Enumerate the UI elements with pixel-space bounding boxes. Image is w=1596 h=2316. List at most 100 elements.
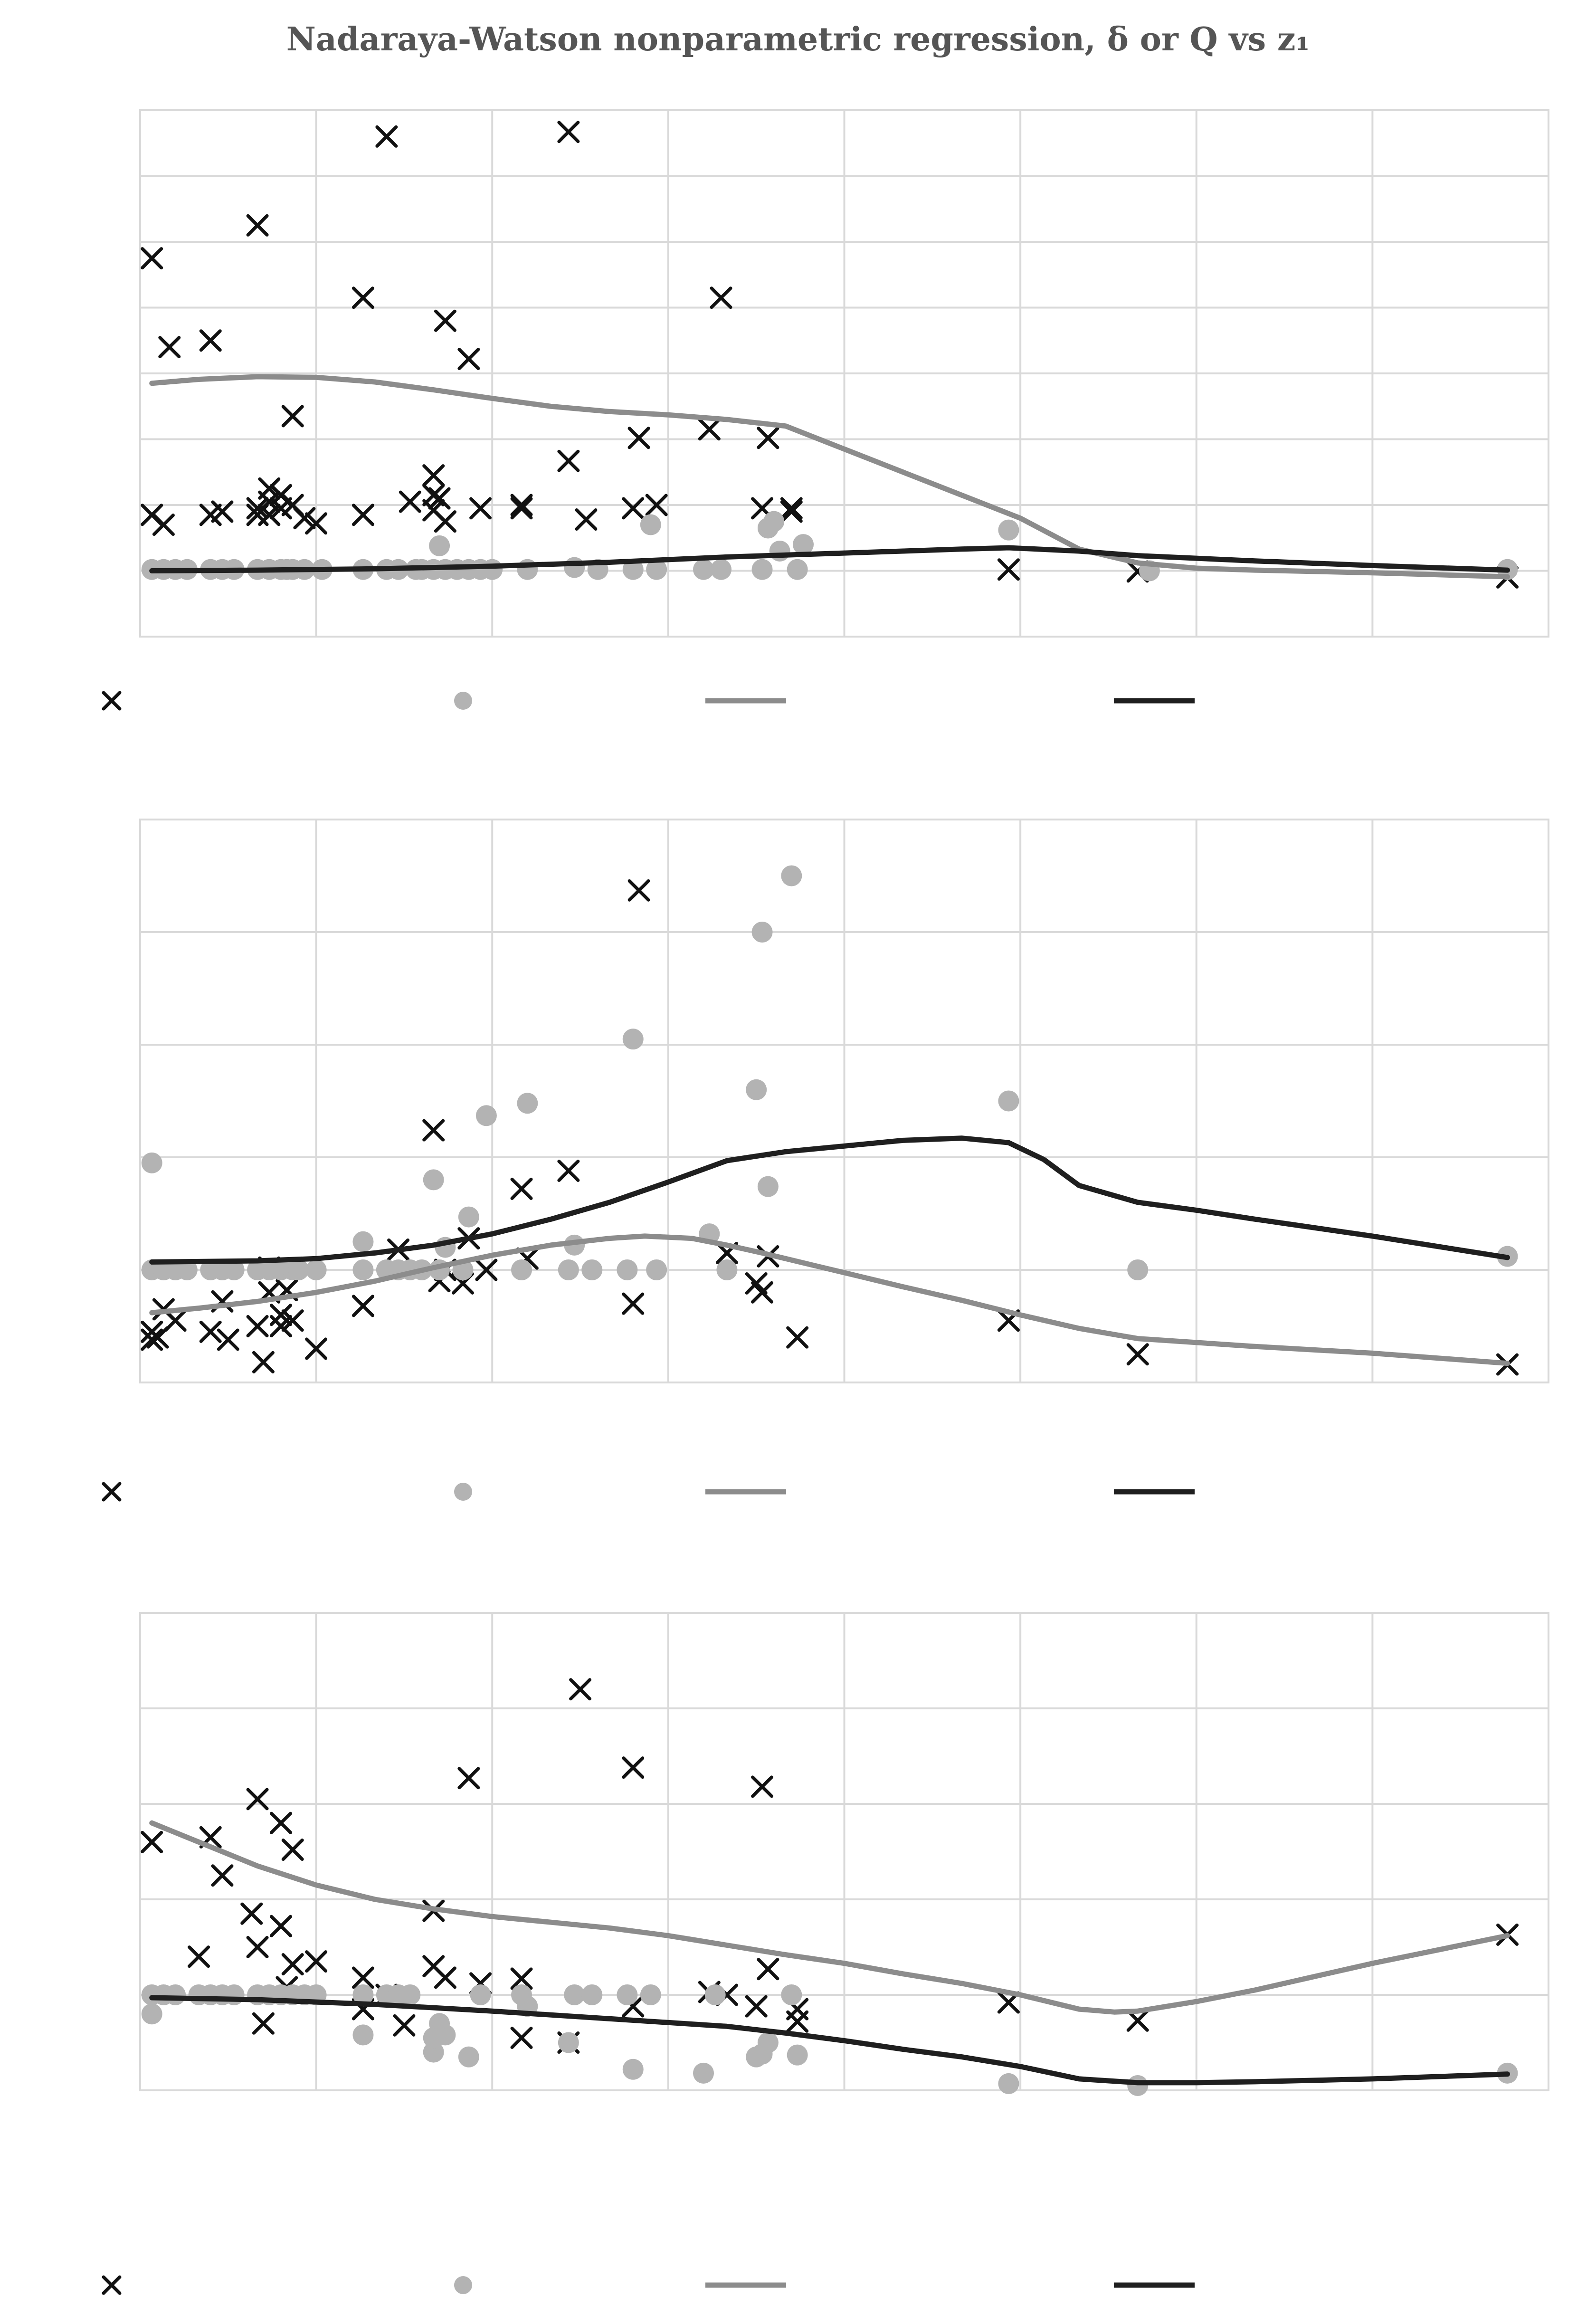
data-point-cross xyxy=(352,1295,374,1317)
data-point-cross xyxy=(428,487,451,510)
data-point-cross xyxy=(252,2012,275,2035)
data-point-cross xyxy=(199,1320,222,1343)
data-point-cross xyxy=(141,1328,163,1351)
data-point-dot xyxy=(787,2044,808,2066)
data-point-cross xyxy=(434,1966,456,1989)
series-nw-regression-alpha-0-5 xyxy=(149,374,1510,580)
data-point-cross xyxy=(258,504,281,526)
data-point-dot xyxy=(399,1984,421,2005)
data-point-cross xyxy=(510,1967,533,1990)
data-point-cross xyxy=(751,1775,774,1798)
q-input-chart xyxy=(102,819,1549,1502)
data-point-cross xyxy=(270,497,292,520)
series-nw-regression-alpha-0-5 xyxy=(149,1233,1510,1366)
data-point-cross xyxy=(1126,2009,1149,2032)
legend-cross-icon xyxy=(102,2275,122,2295)
legend xyxy=(102,2275,1195,2295)
data-point-dot xyxy=(751,922,773,943)
plot-area xyxy=(139,819,1549,1383)
regression-line xyxy=(149,545,1510,573)
data-point-cross xyxy=(217,1328,239,1351)
data-point-dot xyxy=(704,1984,726,2005)
data-point-dot xyxy=(352,1231,374,1252)
data-point-dot xyxy=(693,559,714,580)
data-point-cross xyxy=(281,1838,304,1861)
data-point-dot xyxy=(1127,1259,1149,1280)
data-point-cross xyxy=(246,1936,269,1958)
data-point-cross xyxy=(246,1788,269,1811)
plot-area xyxy=(139,109,1549,638)
data-point-cross xyxy=(305,1337,328,1360)
q-output-chart xyxy=(102,1612,1549,2295)
series-delta-alpha-0-5 xyxy=(141,121,1519,589)
data-point-dot xyxy=(581,1984,603,2005)
regression-line xyxy=(149,1820,1510,2015)
regression-line xyxy=(149,1135,1510,1265)
data-point-dot xyxy=(223,1259,245,1280)
data-point-cross xyxy=(270,1915,292,1937)
legend xyxy=(102,1482,1195,1502)
legend xyxy=(102,691,1195,711)
gridlines xyxy=(139,1612,1549,2091)
data-point-dot xyxy=(781,865,802,886)
data-point-dot xyxy=(693,2062,714,2084)
data-point-cross xyxy=(281,1309,304,1332)
data-point-dot xyxy=(564,557,585,578)
data-point-cross xyxy=(510,497,533,520)
data-point-dot xyxy=(781,1984,802,2005)
series-delta-alpha-0-9999 xyxy=(141,511,1518,581)
series-nw-regression-alpha-0-5 xyxy=(149,1820,1510,2015)
legend-dot-icon xyxy=(454,1483,472,1501)
data-point-dot xyxy=(458,1206,479,1228)
data-point-dot xyxy=(646,1259,667,1280)
data-point-cross xyxy=(745,1995,768,2018)
series-q-out-alpha-0-5 xyxy=(141,1678,1519,2054)
data-point-dot xyxy=(769,540,790,562)
data-point-cross xyxy=(434,309,456,332)
data-point-dot xyxy=(458,2046,479,2068)
gridlines xyxy=(139,819,1549,1383)
data-point-dot xyxy=(617,1984,638,2005)
data-point-cross xyxy=(510,494,533,516)
data-point-cross xyxy=(645,494,668,516)
series-q-inp-alpha-0-5 xyxy=(141,879,1519,1376)
data-point-dot xyxy=(564,1984,585,2005)
data-point-dot xyxy=(470,1984,491,2005)
data-point-dot xyxy=(423,2041,444,2063)
data-point-cross xyxy=(627,427,650,449)
data-point-cross xyxy=(751,1281,774,1304)
data-point-cross xyxy=(757,1958,779,1981)
data-point-cross xyxy=(997,558,1020,581)
data-point-cross xyxy=(569,1678,592,1701)
data-point-cross xyxy=(199,504,222,526)
data-point-dot xyxy=(176,1259,198,1280)
data-point-dot xyxy=(640,1984,661,2005)
data-point-dot xyxy=(223,1984,245,2005)
data-point-dot xyxy=(793,534,814,555)
data-point-dot xyxy=(998,1090,1019,1112)
gridlines xyxy=(139,109,1549,638)
data-point-cross xyxy=(557,121,580,143)
data-point-cross xyxy=(188,1945,210,1968)
legend-cross-icon xyxy=(102,691,122,711)
data-point-cross xyxy=(281,1953,304,1976)
data-point-dot xyxy=(352,1259,374,1280)
data-point-cross xyxy=(305,512,328,535)
data-point-cross xyxy=(246,214,269,237)
data-point-cross xyxy=(557,1159,580,1182)
data-point-dot xyxy=(998,2073,1019,2094)
delta-chart xyxy=(102,109,1549,711)
data-point-dot xyxy=(716,1259,738,1280)
data-point-cross xyxy=(1126,1343,1149,1366)
data-point-dot xyxy=(622,1029,644,1050)
data-point-cross xyxy=(199,329,222,352)
data-point-cross xyxy=(152,514,175,536)
data-point-dot xyxy=(757,1176,779,1197)
series-q-inp-alpha-0-9999 xyxy=(141,865,1518,1280)
data-point-dot xyxy=(998,519,1019,541)
data-point-dot xyxy=(482,559,503,580)
data-point-cross xyxy=(786,1326,809,1349)
data-point-dot xyxy=(475,1105,497,1126)
data-point-cross xyxy=(698,418,721,441)
